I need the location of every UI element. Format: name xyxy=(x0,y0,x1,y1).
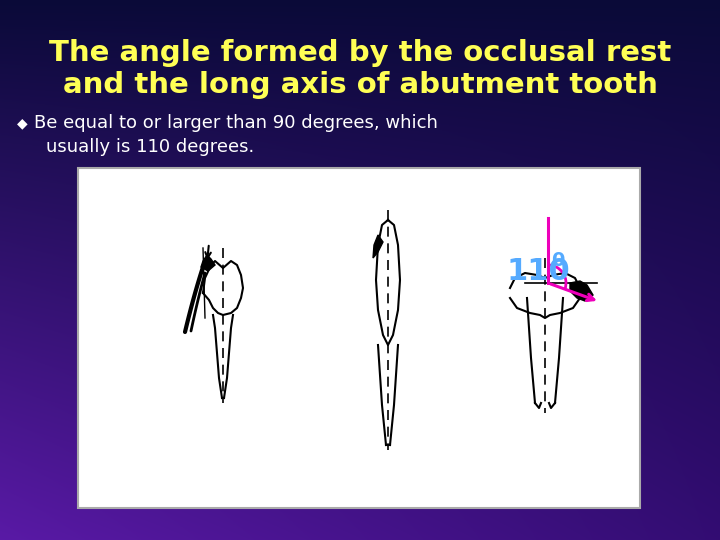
Text: usually is 110 degrees.: usually is 110 degrees. xyxy=(46,138,254,156)
Bar xyxy=(78,168,640,508)
Text: 0: 0 xyxy=(551,252,564,271)
Polygon shape xyxy=(373,235,383,258)
Polygon shape xyxy=(201,255,215,271)
Text: ◆: ◆ xyxy=(17,116,27,130)
Text: The angle formed by the occlusal rest: The angle formed by the occlusal rest xyxy=(49,39,671,67)
Text: 110: 110 xyxy=(507,256,571,286)
Text: Be equal to or larger than 90 degrees, which: Be equal to or larger than 90 degrees, w… xyxy=(34,114,438,132)
Polygon shape xyxy=(570,281,593,301)
Text: and the long axis of abutment tooth: and the long axis of abutment tooth xyxy=(63,71,657,99)
